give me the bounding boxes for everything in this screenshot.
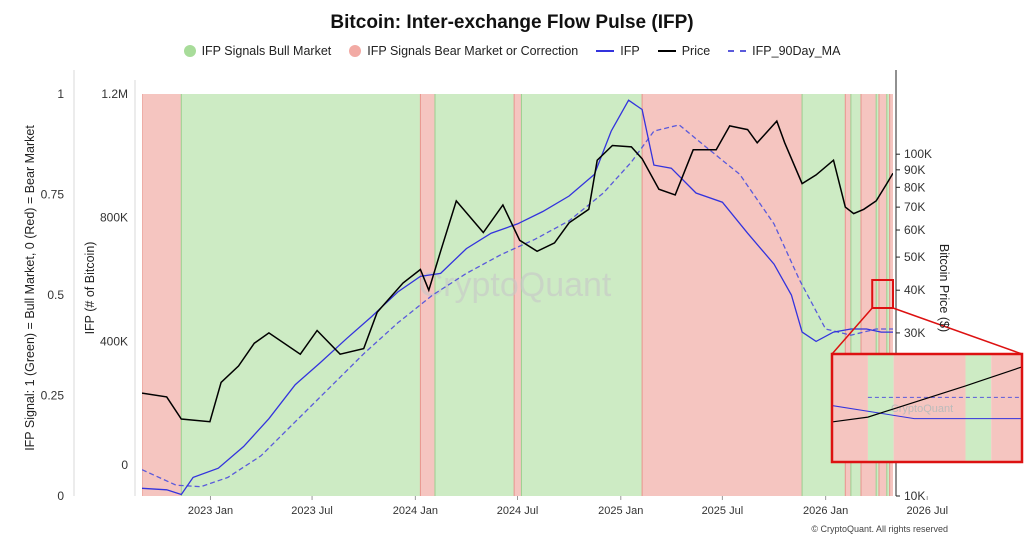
regime-band-1 xyxy=(181,94,421,496)
inset-regime-11 xyxy=(867,355,894,461)
price-tick-0: 100K xyxy=(904,147,932,161)
regime-band-2 xyxy=(420,94,435,496)
legend-item-ma[interactable]: IFP_90Day_MA xyxy=(728,44,840,58)
regime-band-14 xyxy=(889,94,893,496)
signal-tick-4: 0 xyxy=(57,489,64,503)
inset-regime-12 xyxy=(893,355,966,461)
x-tick-6: 2026 Jan xyxy=(803,505,848,517)
x-tick-7: 2026 Jul xyxy=(906,505,948,517)
ifp-axis-label: IFP (# of Bitcoin) xyxy=(83,241,97,335)
price-line xyxy=(142,119,893,423)
regime-band-6 xyxy=(642,94,803,496)
x-tick-2: 2024 Jan xyxy=(393,505,438,517)
ifp-tick-0: 1.2M xyxy=(101,87,128,101)
chart-title: Bitcoin: Inter-exchange Flow Pulse (IFP) xyxy=(330,12,694,33)
zoom-connector-left xyxy=(831,307,873,355)
regime-band-8 xyxy=(845,94,851,496)
regime-band-13 xyxy=(886,94,890,496)
legend: IFP Signals Bull Market IFP Signals Bear… xyxy=(0,44,1024,58)
price-tick-5: 50K xyxy=(904,250,925,264)
x-tick-1: 2023 Jul xyxy=(291,505,333,517)
inset-watermark: CryptoQuant xyxy=(891,403,953,415)
inset-regime-14 xyxy=(991,355,1022,461)
legend-item-price[interactable]: Price xyxy=(657,44,711,58)
signal-tick-3: 0.25 xyxy=(41,389,65,403)
price-tick-8: 10K xyxy=(904,489,925,503)
ifp-90day-ma-line xyxy=(142,124,893,488)
ifp-swatch xyxy=(596,50,615,52)
price-tick-3: 70K xyxy=(904,200,925,214)
signal-tick-2: 0.5 xyxy=(47,288,64,302)
regime-band-0 xyxy=(142,94,182,496)
inset-ifp-line xyxy=(832,405,1022,420)
x-tick-3: 2024 Jul xyxy=(497,505,539,517)
price-axis-label: Bitcoin Price ($) xyxy=(937,243,951,333)
legend-label-ifp: IFP xyxy=(620,44,640,58)
price-tick-2: 80K xyxy=(904,180,925,194)
inset-content: CryptoQuant xyxy=(832,355,1022,461)
watermark: CryptoQuant xyxy=(419,266,612,304)
price-swatch xyxy=(657,50,676,52)
ifp-tick-3: 0 xyxy=(121,458,128,472)
inset-price-line xyxy=(832,366,1022,423)
legend-label-price: Price xyxy=(681,44,711,58)
signal-axis-label: IFP Signal: 1 (Green) = Bull Market, 0 (… xyxy=(23,125,37,451)
regime-band-9 xyxy=(850,94,862,496)
price-tick-1: 90K xyxy=(904,163,925,177)
signal-tick-1: 0.75 xyxy=(41,188,65,202)
inset-border xyxy=(830,352,1024,464)
signal-tick-0: 1 xyxy=(57,87,64,101)
copyright: © CryptoQuant. All rights reserved xyxy=(811,524,948,534)
legend-label-bear: IFP Signals Bear Market or Correction xyxy=(367,44,579,58)
price-tick-6: 40K xyxy=(904,283,925,297)
legend-item-bull[interactable]: IFP Signals Bull Market xyxy=(183,44,332,58)
regime-band-4 xyxy=(514,94,522,496)
regime-band-12 xyxy=(878,94,887,496)
ifp-line xyxy=(142,99,893,496)
bear-swatch xyxy=(349,45,362,57)
bull-swatch xyxy=(183,45,196,57)
regime-band-5 xyxy=(521,94,643,496)
inset-regime-13 xyxy=(965,355,992,461)
x-tick-5: 2025 Jul xyxy=(702,505,744,517)
zoom-connector-right xyxy=(892,307,1023,355)
ifp-tick-2: 400K xyxy=(100,334,128,348)
x-tick-0: 2023 Jan xyxy=(188,505,233,517)
regime-band-11 xyxy=(876,94,879,496)
price-tick-4: 60K xyxy=(904,223,925,237)
ma-swatch xyxy=(728,50,747,52)
zoom-marker-box xyxy=(871,279,894,309)
price-tick-7: 30K xyxy=(904,326,925,340)
x-tick-4: 2025 Jan xyxy=(598,505,643,517)
legend-item-bear[interactable]: IFP Signals Bear Market or Correction xyxy=(349,44,578,58)
legend-label-ma: IFP_90Day_MA xyxy=(752,44,841,58)
legend-label-bull: IFP Signals Bull Market xyxy=(201,44,332,58)
ifp-tick-1: 800K xyxy=(100,211,128,225)
legend-item-ifp[interactable]: IFP xyxy=(596,44,640,58)
regime-band-3 xyxy=(434,94,515,496)
